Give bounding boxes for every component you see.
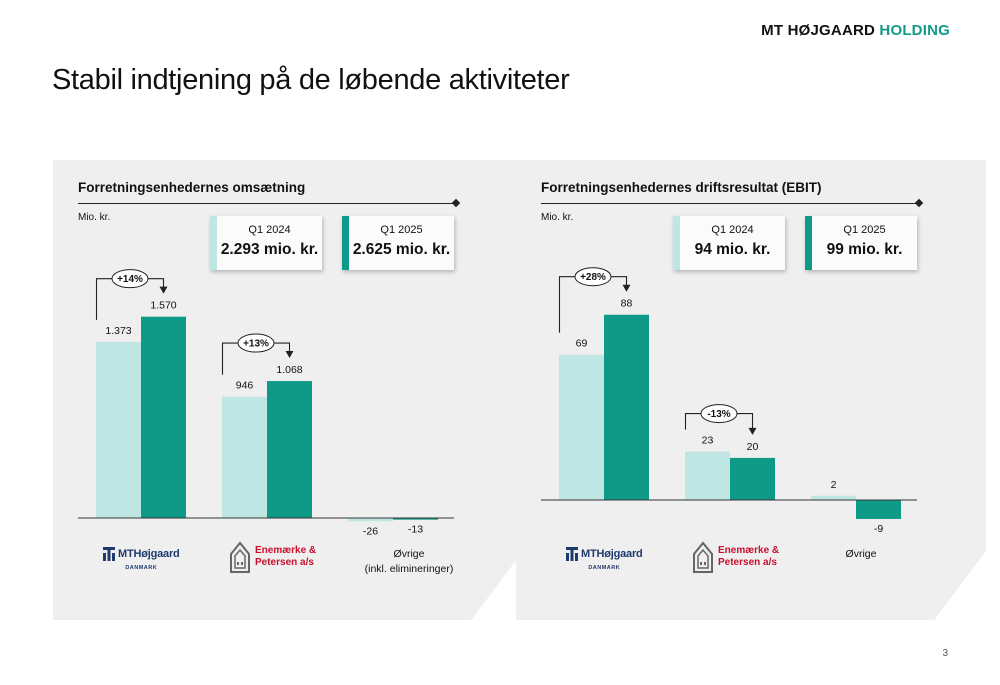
kpi-period: Q1 2025 [380,224,423,236]
bar-q1-2025 [393,518,438,520]
mt-logo-word: MTHøjgaard [581,548,643,560]
data-label: 88 [621,298,633,310]
y-unit-label: Mio. kr. [78,212,111,223]
data-label: 2 [831,479,837,491]
bar-q1-2025 [856,500,901,519]
mt-logo-word: MTHøjgaard [118,548,180,560]
mt-hojgaard-logo: MTHøjgaard DANMARK [566,547,643,571]
kpi-card-q1-2024: Q1 2024 94 mio. kr. [673,216,785,270]
bar-q1-2025 [730,457,775,500]
data-label: 69 [576,338,588,350]
data-label: 1.068 [276,364,302,376]
heading-rule [78,203,456,204]
growth-label: -13% [707,409,730,420]
bar-q1-2024 [348,518,393,522]
kpi-card-q1-2024: Q1 2024 2.293 mio. kr. [210,216,322,270]
ep-logo-line2: Petersen a/s [718,557,777,568]
revenue-chart-panel: Forretningsenhedernes omsætning Mio. kr.… [53,160,523,620]
ebit-bar-chart: 69 23 2 88 20 -9 +28% -13% [541,267,917,535]
kpi-card-q1-2025: Q1 2025 2.625 mio. kr. [342,216,454,270]
bar-q1-2025 [604,314,649,500]
data-label: 1.373 [105,325,131,337]
growth-arrowhead [285,351,294,359]
mt-logo-sub: DANMARK [588,565,621,571]
category-label-line1: Øvrige [393,548,425,560]
bar-q1-2024 [559,354,604,500]
category-label-ovrige: Øvrige [791,547,931,562]
page-title: Stabil indtjening på de løbende aktivite… [52,64,570,96]
growth-arrowhead [622,284,631,292]
brand-holding: HOLDING [879,22,950,39]
enemaerke-petersen-logo: Enemærke & Petersen a/s [692,540,779,574]
growth-badge [574,267,612,287]
revenue-bar-chart: 1.373 946 -26 1.570 1.068 -13 +14% +13% [78,269,454,537]
ep-logo-line1: Enemærke & [718,545,780,556]
ep-logo-line2: Petersen a/s [255,557,314,568]
kpi-period: Q1 2024 [711,224,754,236]
growth-badge [700,404,738,424]
kpi-color-bar [805,216,812,270]
kpi-value: 99 mio. kr. [826,241,903,258]
brand-logo: MT HØJGAARD HOLDING [760,22,950,39]
data-label: -9 [874,523,883,535]
kpi-value: 2.293 mio. kr. [220,241,319,258]
kpi-color-bar [342,216,349,270]
data-label: 23 [702,435,714,447]
bar-q1-2025 [267,381,312,518]
data-label: -26 [363,525,378,537]
kpi-value: 94 mio. kr. [694,241,771,258]
growth-badge [237,333,275,353]
mt-hojgaard-logo-icon [103,547,115,561]
data-label: 946 [236,380,254,392]
growth-label: +13% [243,339,269,350]
kpi-period: Q1 2024 [248,224,291,236]
kpi-card-q1-2025: Q1 2025 99 mio. kr. [805,216,917,270]
chart-title: Forretningsenhedernes omsætning [78,180,306,195]
ebit-chart-panel: Forretningsenhedernes driftsresultat (EB… [516,160,986,620]
brand-name: MT HØJGAARD [761,22,876,39]
kpi-color-bar [673,216,680,270]
growth-badge [111,269,149,289]
category-label-line1: Øvrige [845,548,877,560]
growth-label: +28% [580,272,606,283]
chart-title: Forretningsenhedernes driftsresultat (EB… [541,180,822,195]
page-number: 3 [942,648,948,659]
data-label: -13 [408,524,423,536]
category-label-ovrige: Øvrige (inkl. elimineringer) [339,547,479,577]
enemaerke-petersen-logo: Enemærke & Petersen a/s [229,540,316,574]
kpi-period: Q1 2025 [843,224,886,236]
data-label: 20 [747,441,759,453]
data-label: 1.570 [150,300,176,312]
bar-q1-2024 [685,451,730,500]
mt-hojgaard-logo: MTHøjgaard DANMARK [103,547,180,571]
heading-rule [541,203,919,204]
kpi-color-bar [210,216,217,270]
growth-arrowhead [748,427,757,435]
house-logo-icon [230,541,250,573]
growth-arrowhead [159,286,168,294]
bar-q1-2024 [811,495,856,500]
house-logo-icon [693,541,713,573]
mt-logo-sub: DANMARK [125,565,158,571]
y-unit-label: Mio. kr. [541,212,574,223]
ep-logo-line1: Enemærke & [255,545,317,556]
growth-label: +14% [117,274,143,285]
mt-hojgaard-logo-icon [566,547,578,561]
bar-q1-2025 [141,316,186,518]
bar-q1-2024 [96,341,141,518]
bar-q1-2024 [222,396,267,518]
category-label-line2: (inkl. elimineringer) [364,563,454,575]
kpi-value: 2.625 mio. kr. [352,241,451,258]
